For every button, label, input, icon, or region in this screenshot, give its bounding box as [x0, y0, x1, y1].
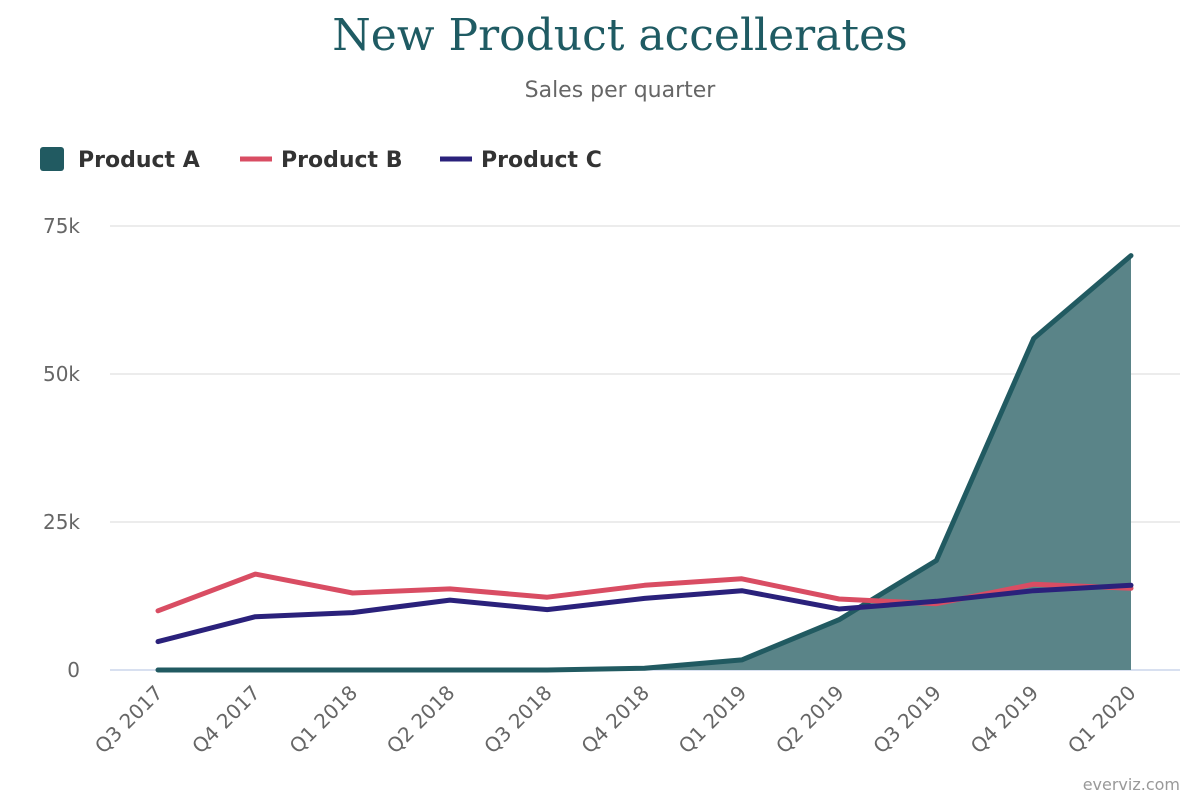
legend-label-product-c[interactable]: Product C: [481, 148, 602, 173]
y-tick-label: 50k: [43, 362, 80, 386]
y-tick-label: 75k: [43, 214, 80, 238]
series-line-product-a[interactable]: [155, 253, 1134, 673]
x-tick-label: Q4 2018: [576, 681, 654, 759]
chart-subtitle: Sales per quarter: [524, 78, 716, 103]
legend-label-product-a[interactable]: Product A: [78, 148, 200, 173]
x-tick-label: Q3 2019: [868, 681, 946, 759]
x-tick-label: Q2 2019: [771, 681, 849, 759]
y-tick-label: 0: [67, 658, 80, 682]
legend: Product A Product B Product C: [40, 147, 602, 173]
x-tick-label: Q1 2019: [674, 681, 752, 759]
legend-label-product-b[interactable]: Product B: [281, 148, 402, 173]
x-tick-label: Q1 2020: [1063, 681, 1141, 759]
x-tick-label: Q2 2018: [382, 681, 460, 759]
y-axis-ticks: 0 25k 50k 75k: [43, 214, 80, 682]
x-tick-label: Q1 2018: [285, 681, 363, 759]
x-tick-label: Q4 2017: [187, 681, 265, 759]
series-layer: [155, 253, 1134, 673]
x-axis-ticks: Q3 2017 Q4 2017 Q1 2018 Q2 2018 Q3 2018 Q4 20…: [90, 681, 1141, 759]
legend-symbol-product-a[interactable]: [40, 147, 64, 171]
series-line-product-c[interactable]: [155, 582, 1134, 645]
credit-label[interactable]: everviz.com: [1083, 775, 1180, 794]
series-area-product-a[interactable]: [158, 255, 1131, 670]
y-tick-label: 25k: [43, 510, 80, 534]
chart-title: New Product accellerates: [332, 10, 908, 61]
x-tick-label: Q4 2019: [966, 681, 1044, 759]
x-tick-label: Q3 2017: [90, 681, 168, 759]
x-tick-label: Q3 2018: [479, 681, 557, 759]
